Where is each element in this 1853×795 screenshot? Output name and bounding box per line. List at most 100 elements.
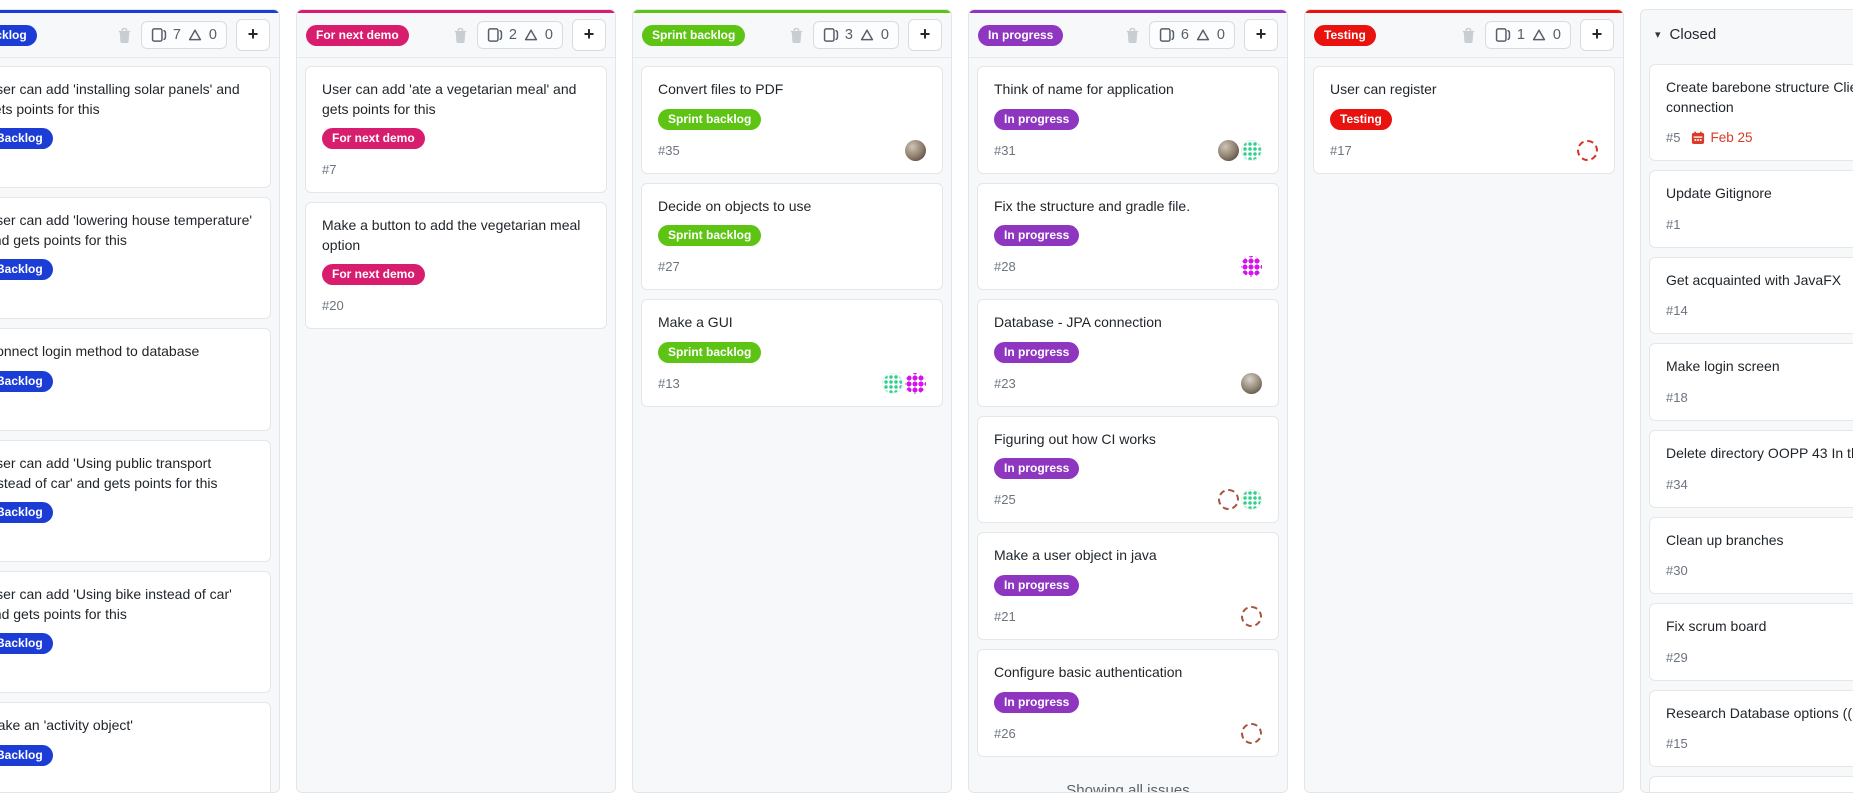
card[interactable]: Clean up branches #30 xyxy=(1649,516,1853,595)
avatar-identicon-rust[interactable] xyxy=(1241,722,1262,744)
column-body: Think of name for application In progress… xyxy=(969,58,1287,792)
card[interactable]: Get acquainted with JavaFX #14 xyxy=(1649,256,1853,335)
avatar-identicon-magenta[interactable] xyxy=(905,372,926,394)
secondary-count: 0 xyxy=(208,27,217,43)
card-meta-row: #29 xyxy=(1666,647,1853,668)
card-title: Delete directory OOPP 43 In the beginnin… xyxy=(1666,444,1853,461)
card[interactable]: User can add 'installing solar panels' a… xyxy=(0,66,271,189)
card[interactable]: Convert files to PDF Sprint backlog #35 xyxy=(641,66,943,174)
column-header: Backlog70+ xyxy=(0,13,279,58)
avatar-identicon-rust[interactable] xyxy=(1218,489,1239,511)
card-meta-left: #7 xyxy=(322,162,336,177)
card-meta-left: #31 xyxy=(994,143,1016,158)
issue-number: #34 xyxy=(1666,476,1688,492)
trash-icon[interactable] xyxy=(453,27,468,43)
card-label-pill: In progress xyxy=(994,341,1080,363)
card[interactable]: User can register Testing #17 xyxy=(1313,66,1615,174)
card[interactable]: Make an 'activity object' Backlog xyxy=(0,702,271,792)
avatar-photo-a[interactable] xyxy=(905,139,926,161)
secondary-count-icon xyxy=(859,27,875,43)
column-body: Convert files to PDF Sprint backlog #35 Dec… xyxy=(633,58,951,415)
avatar-identicon-rust[interactable] xyxy=(1241,605,1262,627)
card[interactable]: Figuring out how CI works In progress #25 xyxy=(977,415,1279,524)
avatar-identicon-green[interactable] xyxy=(1241,139,1262,161)
secondary-count: 0 xyxy=(1216,27,1225,43)
avatar-identicon-green[interactable] xyxy=(882,372,903,394)
card[interactable]: Delete directory OOPP 43 In the beginnin… xyxy=(1649,429,1853,508)
card[interactable]: User can add 'Using bike instead of car'… xyxy=(0,571,271,694)
card[interactable]: Research Database options ((No)SQL?) #15 xyxy=(1649,689,1853,768)
add-card-button[interactable]: + xyxy=(908,19,942,51)
card[interactable]: Create barebone structure Client-Server … xyxy=(1649,64,1853,162)
column-header-actions: 3 0 + xyxy=(789,19,942,51)
avatar-identicon-red[interactable] xyxy=(1577,139,1598,161)
issue-number: #14 xyxy=(1666,303,1688,319)
card-label-pill: In progress xyxy=(994,108,1080,130)
column-header-actions: 6 0 + xyxy=(1125,19,1278,51)
card[interactable]: Fix the structure and gradle file. In pro… xyxy=(977,182,1279,291)
card[interactable]: Make a GUI Sprint backlog #13 xyxy=(641,299,943,407)
column-body: User can add 'ate a vegetarian meal' and… xyxy=(297,58,615,337)
trash-icon[interactable] xyxy=(789,27,804,43)
avatar-identicon-magenta[interactable] xyxy=(1241,256,1262,278)
column-label-pill: Testing xyxy=(1314,24,1376,46)
avatar-identicon-green[interactable] xyxy=(1241,489,1262,511)
column-backlog: Backlog 70 + User can add 'installing solar… xyxy=(0,9,280,793)
card[interactable]: Connect login method to database Backlog xyxy=(0,328,271,431)
trash-icon[interactable] xyxy=(1125,27,1140,43)
card[interactable]: Database - JPA connection In progress #23 xyxy=(977,299,1279,407)
card[interactable]: Fix scrum board #29 xyxy=(1649,603,1853,681)
issue-number: #18 xyxy=(1666,389,1688,405)
card-meta-row: #14 xyxy=(1666,300,1853,321)
secondary-count: 0 xyxy=(544,27,553,43)
card[interactable]: Update Gitignore #1 xyxy=(1649,170,1853,248)
column-header-actions: 1 0 + xyxy=(1461,19,1614,51)
add-card-button[interactable]: + xyxy=(1244,19,1278,51)
add-card-button[interactable]: + xyxy=(1580,19,1614,51)
card-meta-left: #1 xyxy=(1666,217,1680,232)
issue-number: #27 xyxy=(658,259,680,275)
card-meta-left: #5 Feb 25 xyxy=(1666,130,1753,145)
card-count-icon xyxy=(1495,27,1511,43)
card-label-pill: Backlog xyxy=(0,502,53,524)
card-meta-row: #21 xyxy=(994,605,1262,627)
card[interactable]: Make a button to add the vegetarian meal… xyxy=(305,202,607,330)
card-title: Create barebone structure Client-Server … xyxy=(1666,79,1853,115)
avatar-photo-b[interactable] xyxy=(1241,372,1262,394)
card-meta-left: #17 xyxy=(1330,143,1352,158)
column-header: Testing 1 0 + xyxy=(1305,13,1623,58)
avatar-photo-a[interactable] xyxy=(1218,139,1239,161)
column-header-actions: 7 0 + xyxy=(117,19,270,51)
add-card-button[interactable]: + xyxy=(236,19,270,51)
card[interactable]: User can add 'ate a vegetarian meal' and… xyxy=(305,66,607,194)
card[interactable]: Check git config settings#3 xyxy=(1649,776,1853,792)
trash-icon[interactable] xyxy=(117,27,132,43)
card-meta-left: #27 xyxy=(658,259,680,274)
card[interactable]: User can add 'Using public transport ins… xyxy=(0,439,271,563)
card-title: User can add 'Using bike instead of car'… xyxy=(0,586,232,622)
card[interactable]: User can add 'lowering house temperature… xyxy=(0,197,271,320)
card-meta-row: #31 xyxy=(994,139,1262,161)
card[interactable]: Make a user object in java In progress #21 xyxy=(977,532,1279,640)
chevron-down-icon[interactable]: ▾ xyxy=(1655,28,1661,41)
card-count-icon xyxy=(1159,27,1175,43)
card[interactable]: Decide on objects to use Sprint backlog #2… xyxy=(641,182,943,291)
assignee-avatars xyxy=(905,139,926,161)
card-count-icon xyxy=(823,27,839,43)
trash-icon[interactable] xyxy=(1461,27,1476,43)
card-meta-row: #26 xyxy=(994,722,1262,744)
issue-number: #23 xyxy=(994,375,1016,391)
column-accent-bar xyxy=(633,10,951,13)
card[interactable]: Think of name for application In progress… xyxy=(977,66,1279,174)
card-title: Make a button to add the vegetarian meal… xyxy=(322,217,581,253)
card[interactable]: Configure basic authentication In progres… xyxy=(977,648,1279,757)
card[interactable]: Make login screen #18 xyxy=(1649,343,1853,421)
card-meta-left: #20 xyxy=(322,298,344,313)
add-card-button[interactable]: + xyxy=(572,19,606,51)
card-title: User can register xyxy=(1330,81,1437,97)
column-sprint-backlog: Sprint backlog 3 0 + Convert files to PDF Spr… xyxy=(632,9,952,793)
secondary-count: 0 xyxy=(880,27,889,43)
column-testing: Testing 1 0 + User can register Testing #17 xyxy=(1304,9,1624,793)
column-accent-bar xyxy=(297,10,615,13)
